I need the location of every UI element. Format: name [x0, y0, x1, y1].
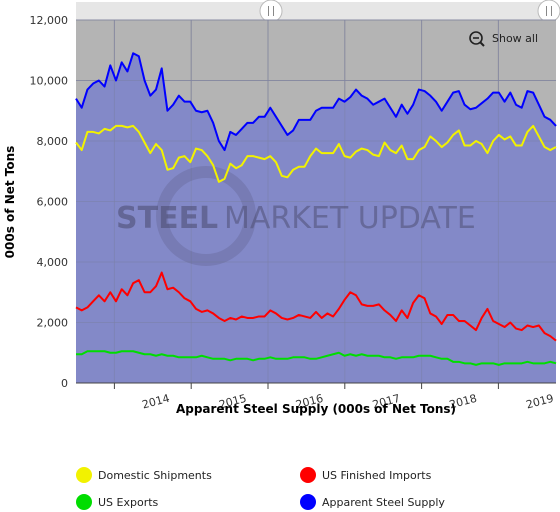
- x-tick-label: 2014: [141, 392, 171, 412]
- navigator-track[interactable]: [76, 2, 556, 20]
- legend-item-us-exports[interactable]: US Exports: [76, 494, 159, 510]
- legend-item-us-finished-imports[interactable]: US Finished Imports: [300, 467, 432, 483]
- y-tick-label: 10,000: [30, 75, 69, 88]
- legend-item-domestic-shipments[interactable]: Domestic Shipments: [76, 467, 212, 483]
- legend-marker-us-finished-imports: [300, 467, 316, 483]
- watermark-ring: [156, 166, 256, 266]
- y-tick-label: 12,000: [30, 14, 69, 27]
- x-tick-label: 2019: [525, 392, 555, 412]
- legend-label-domestic-shipments: Domestic Shipments: [98, 469, 212, 482]
- y-tick-label: 2,000: [37, 317, 69, 330]
- series-line-us-exports[interactable]: [76, 350, 557, 366]
- y-tick-label: 6,000: [37, 196, 69, 209]
- legend-label-us-exports: US Exports: [98, 496, 159, 509]
- series-lines: [75, 52, 557, 366]
- y-axis: 0 2,000 4,000 6,000 8,000 10,000 12,000: [30, 14, 69, 390]
- series-line-apparent-steel-supply[interactable]: [75, 52, 557, 152]
- apparent-supply-area: [76, 53, 556, 384]
- legend-label-us-finished-imports: US Finished Imports: [322, 469, 432, 482]
- x-axis-title: Apparent Steel Supply (000s of Net Tons): [176, 402, 456, 416]
- show-all-button[interactable]: Show all: [464, 28, 544, 50]
- legend-marker-us-exports: [76, 494, 92, 510]
- show-all-label: Show all: [492, 32, 538, 45]
- y-tick-label: 4,000: [37, 256, 69, 269]
- series-line-domestic-shipments[interactable]: [75, 124, 557, 183]
- watermark-light-text: MARKET UPDATE: [224, 201, 476, 236]
- legend-item-apparent-steel-supply[interactable]: Apparent Steel Supply: [300, 494, 445, 510]
- navigator[interactable]: [76, 0, 560, 23]
- legend: Domestic Shipments US Finished Imports U…: [76, 467, 445, 510]
- watermark: STEEL MARKET UPDATE: [116, 166, 476, 266]
- navigator-right-handle[interactable]: [537, 0, 560, 23]
- legend-label-apparent-steel-supply: Apparent Steel Supply: [322, 496, 445, 509]
- watermark-bold-text: STEEL: [116, 201, 218, 236]
- y-axis-title: 000s of Net Tons: [3, 146, 17, 259]
- zoom-out-icon: [469, 31, 485, 47]
- navigator-left-handle[interactable]: [259, 0, 283, 23]
- y-tick-label: 8,000: [37, 135, 69, 148]
- legend-marker-domestic-shipments: [76, 467, 92, 483]
- y-tick-label: 0: [61, 377, 68, 390]
- series-line-us-finished-imports[interactable]: [75, 271, 557, 342]
- legend-marker-apparent-steel-supply: [300, 494, 316, 510]
